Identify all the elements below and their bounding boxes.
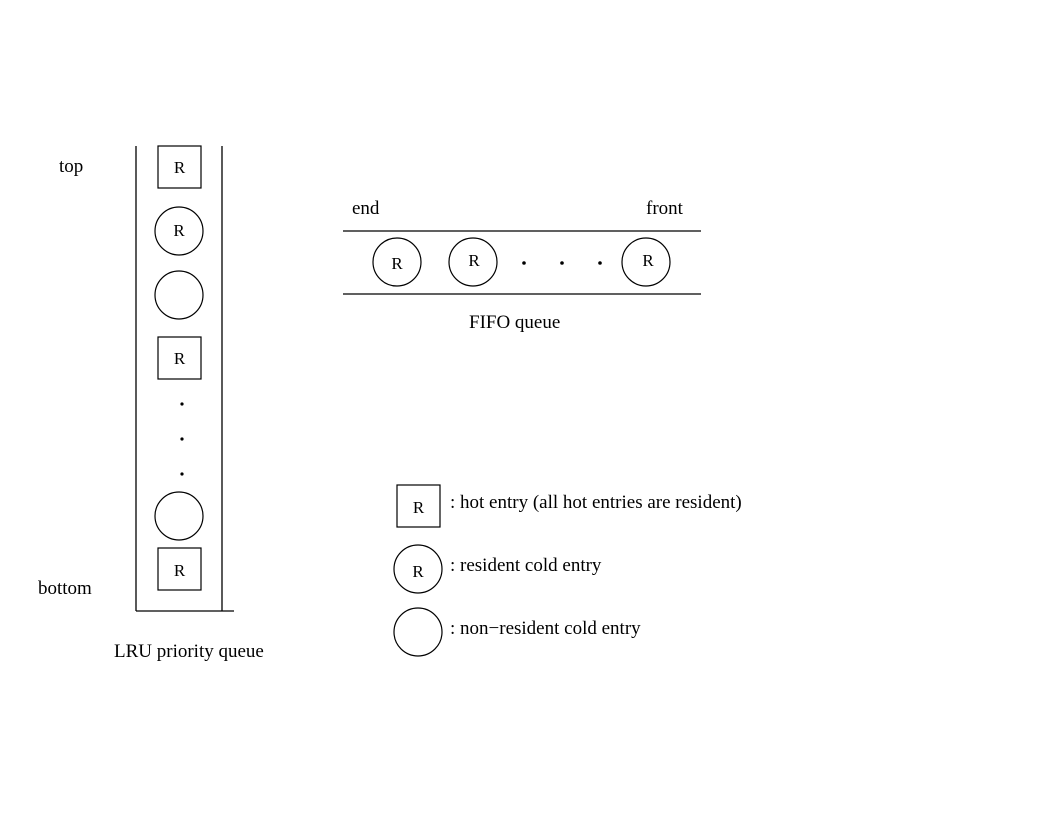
lru-hot-entry-label: R [174,349,186,368]
lru-bottom-label: bottom [38,578,92,599]
fifo-entry-label: R [391,254,403,273]
legend-hot-symbol [396,484,441,528]
lru-caption: LRU priority queue [114,641,264,662]
fifo-end-label: end [352,198,380,219]
legend-resident-cold-symbol [393,544,443,594]
fifo-ellipsis-dot [598,261,602,265]
legend-nonresident-cold-symbol [393,607,443,657]
legend-hot-symbol-label: R [413,498,425,517]
legend-resident-cold-text: : resident cold entry [450,555,602,576]
lru-stack: top bottom LRU priority queue R R R R [38,145,264,662]
fifo-queue: end front R R R FIFO queue [343,198,701,333]
lru-nonresident-cold-entry [154,491,204,541]
legend-nonresident-cold-text: : non−resident cold entry [450,618,641,639]
fifo-resident-cold-entry [372,237,422,287]
legend-hot-text: : hot entry (all hot entries are residen… [450,492,742,513]
fifo-resident-cold-entry [448,237,498,287]
lru-resident-cold-entry-label: R [173,221,185,240]
lru-ellipsis-dot [180,472,184,476]
fifo-ellipsis-dot [522,261,526,265]
lru-ellipsis-dot [180,437,184,441]
fifo-entry-label: R [468,251,480,270]
lru-top-label: top [59,156,83,177]
lru-hot-entry [157,547,202,591]
fifo-caption: FIFO queue [469,312,560,333]
lru-nonresident-cold-entry [154,270,204,320]
lru-resident-cold-entry [154,206,204,256]
lru-hot-entry-label: R [174,158,186,177]
legend-resident-cold-symbol-label: R [412,562,424,581]
fifo-front-label: front [646,198,684,219]
lru-hot-entry-label: R [174,561,186,580]
lru-ellipsis-dot [180,402,184,406]
lru-hot-entry [157,336,202,380]
fifo-entry-label: R [642,251,654,270]
fifo-ellipsis-dot [560,261,564,265]
fifo-resident-cold-entry [621,237,671,287]
lru-hot-entry [157,145,202,189]
legend: R : hot entry (all hot entries are resid… [393,484,742,657]
